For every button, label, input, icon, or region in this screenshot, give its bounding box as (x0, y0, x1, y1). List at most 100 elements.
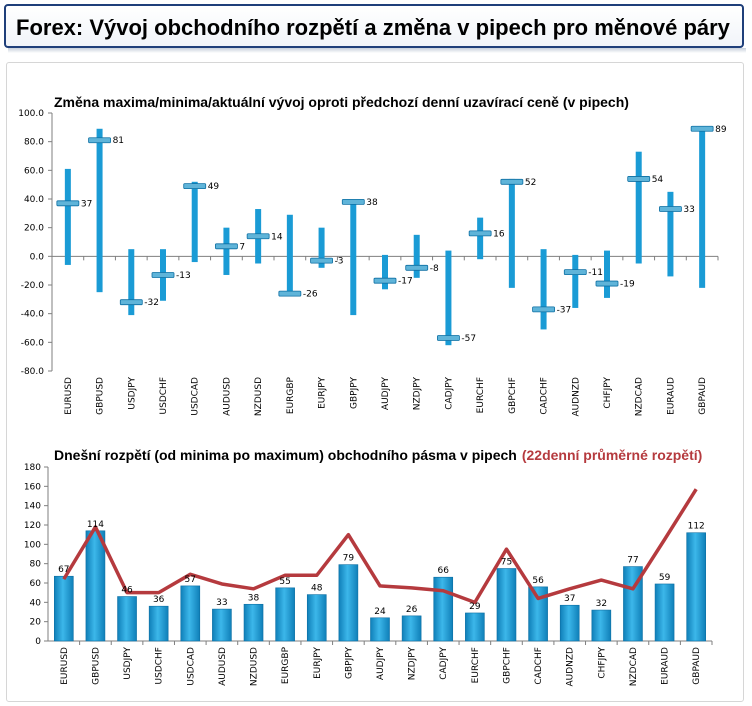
spread-value-label-cadchf: 56 (532, 576, 544, 586)
spread-category-label-nzdusd: NZDUSD (250, 647, 260, 686)
range-y-tick-label: 60.0 (24, 166, 44, 176)
spread-value-label-usdjpy: 46 (121, 586, 133, 596)
current-label-usdjpy: -32 (144, 298, 159, 308)
spread-bar-usdcad (180, 585, 201, 642)
spread-bar-audusd (212, 608, 232, 642)
spread-value-label-euraud: 59 (659, 573, 671, 583)
range-chart: 100.0 80.0 60.0 40.0 20.0 0.0 -20.0 -40.0 -60.0 -… (18, 109, 727, 417)
current-marker-nzdcad (627, 176, 651, 182)
spread-chart: 180 160 140 120 100 80 60 40 20 0 EURUSD GBPUSD USDJ… (24, 463, 713, 687)
spread-category-label-cadjpy: CADJPY (439, 647, 449, 680)
range-chart-title: Změna maxima/minima/aktuální vývoj oprot… (54, 94, 629, 110)
range-category-label-gbpusd: GBPUSD (96, 377, 106, 415)
spread-category-label-gbpusd: GBPUSD (91, 647, 101, 685)
current-label-audusd: 7 (239, 242, 245, 252)
spread-category-label-eurusd: EURUSD (60, 647, 70, 685)
spread-bar-nzdusd (243, 603, 264, 642)
current-label-gbpjpy: 38 (366, 198, 378, 208)
range-bar-gbpusd (96, 128, 103, 293)
spread-value-label-eurgbp: 55 (279, 577, 290, 587)
current-marker-gbpaud (690, 125, 714, 132)
spread-category-label-gbpchf: GBPCHF (502, 647, 512, 684)
current-label-nzdusd: 14 (271, 232, 283, 242)
range-bar-euraud (667, 191, 674, 277)
current-label-cadchf: -37 (557, 305, 572, 315)
spread-bar-audnzd (559, 604, 580, 642)
spread-bar-euraud (654, 583, 675, 642)
spread-category-label-audjpy: AUDJPY (376, 647, 386, 681)
spread-value-label-nzdusd: 38 (248, 593, 260, 603)
range-y-tick-label: 0.0 (30, 252, 45, 262)
current-marker-audnzd (563, 269, 587, 276)
current-marker-cadjpy (437, 335, 460, 341)
spread-bar-gbpjpy (338, 564, 359, 642)
spread-category-label-euraud: EURAUD (661, 647, 671, 685)
range-category-label-audnzd: AUDNZD (571, 377, 581, 417)
spread-category-label-usdchf: USDCHF (155, 647, 165, 684)
current-label-chfjpy: -19 (620, 280, 635, 290)
range-bar-gbpaud (699, 127, 706, 288)
current-label-eurjpy: -3 (335, 257, 344, 267)
current-marker-gbpusd (88, 137, 111, 144)
spread-value-label-gbpusd: 114 (87, 520, 104, 530)
spread-chart-title-main: Dnešní rozpětí (od minima po maximum) ob… (54, 447, 517, 463)
current-label-nzdjpy: -8 (430, 264, 439, 274)
range-category-label-nzdjpy: NZDJPY (413, 377, 423, 411)
current-marker-euraud (659, 206, 682, 212)
range-bar-audjpy (382, 254, 388, 290)
range-y-tick-label: 40.0 (24, 195, 44, 205)
current-marker-eurusd (56, 200, 80, 207)
current-label-gbpaud: 89 (715, 125, 727, 135)
range-y-tick-label: -40.0 (21, 310, 45, 320)
spread-y-tick-label: 20 (30, 618, 42, 628)
current-marker-nzdusd (246, 233, 270, 240)
current-marker-usdchf (151, 272, 175, 278)
current-marker-eurgbp (278, 290, 302, 297)
range-bar-usdjpy (128, 249, 135, 316)
range-bar-cadchf (540, 249, 547, 330)
spread-bar-eurusd (54, 575, 74, 642)
spread-bar-nzdcad (623, 566, 643, 642)
current-marker-nzdjpy (405, 264, 429, 271)
current-marker-audjpy (373, 277, 397, 284)
spread-category-label-eurgbp: EURGBP (281, 646, 291, 684)
spread-y-tick-label: 100 (24, 540, 41, 550)
range-bar-chfjpy (604, 250, 610, 298)
spread-y-tick-label: 180 (24, 463, 41, 473)
range-y-tick-label: 80.0 (24, 138, 44, 148)
current-marker-cadchf (532, 306, 555, 313)
spread-y-tick-label: 140 (24, 502, 41, 512)
range-category-label-eurusd: EURUSD (64, 377, 74, 415)
range-bar-eurjpy (318, 227, 325, 268)
spread-category-label-gbpaud: GBPAUD (692, 647, 702, 685)
spread-y-tick-label: 60 (30, 579, 42, 589)
spread-category-label-chfjpy: CHFJPY (597, 647, 607, 679)
spread-value-label-usdchf: 36 (153, 595, 165, 605)
spread-value-label-cadjpy: 66 (438, 566, 450, 576)
spread-y-tick-label: 160 (24, 482, 41, 492)
range-bar-gbpchf (508, 178, 515, 288)
spread-category-label-nzdcad: NZDCAD (629, 647, 639, 686)
current-label-usdchf: -13 (176, 271, 191, 281)
range-category-label-chfjpy: CHFJPY (603, 377, 613, 409)
range-category-label-cadchf: CADCHF (540, 377, 550, 415)
spread-value-label-audnzd: 37 (564, 594, 575, 604)
range-category-label-audusd: AUDUSD (222, 377, 232, 416)
spread-bar-usdchf (148, 605, 169, 642)
spread-category-label-cadchf: CADCHF (534, 647, 544, 685)
spread-value-label-eurusd: 67 (58, 565, 69, 575)
spread-value-label-nzdcad: 77 (627, 556, 638, 566)
range-category-label-cadjpy: CADJPY (444, 377, 454, 410)
spread-bar-eurjpy (306, 594, 327, 642)
range-y-tick-label: -60.0 (21, 338, 45, 348)
range-category-label-eurgbp: EURGBP (286, 376, 296, 414)
current-label-gbpchf: 52 (525, 178, 536, 188)
current-marker-audusd (215, 243, 238, 250)
spread-bar-eurgbp (275, 587, 295, 642)
current-marker-usdcad (183, 183, 207, 190)
current-label-cadjpy: -57 (461, 334, 476, 344)
range-bar-cadjpy (445, 250, 452, 346)
spread-category-label-nzdjpy: NZDJPY (408, 647, 418, 681)
range-category-label-eurchf: EURCHF (476, 377, 486, 413)
spread-value-label-gbpaud: 112 (688, 522, 705, 532)
